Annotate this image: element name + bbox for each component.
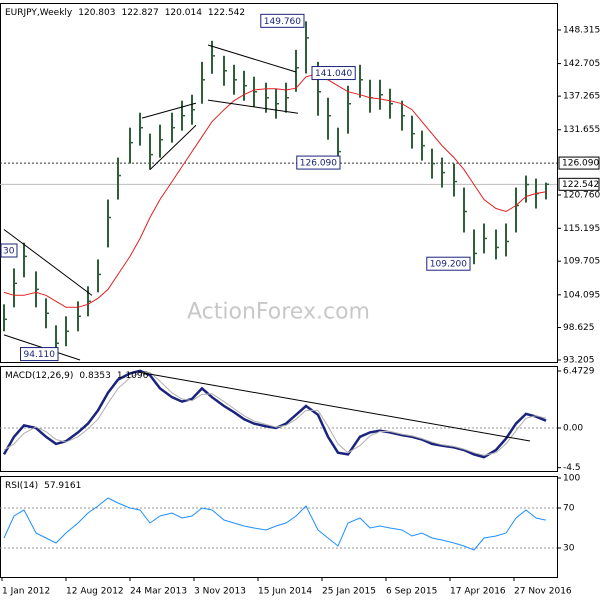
moving-average bbox=[3, 73, 547, 308]
annotation-box bbox=[20, 347, 59, 362]
panel-header: EURJPY,Weekly 120.803 122.827 120.014 122.54… bbox=[5, 8, 245, 18]
header-value: 0.8353 bbox=[79, 371, 111, 381]
y-tick-label: 6.4729 bbox=[563, 366, 595, 376]
y-tick-label: 100 bbox=[563, 474, 580, 484]
y-tick-label: 104.095 bbox=[563, 290, 600, 300]
panel-title: MACD(12,26,9) bbox=[5, 371, 73, 381]
indicator-line bbox=[3, 372, 547, 456]
header-value: 120.803 bbox=[78, 8, 115, 18]
y-tick-label: 93.205 bbox=[563, 355, 595, 365]
header-value: 1.1096 bbox=[117, 371, 149, 381]
plot-area bbox=[0, 369, 557, 459]
y-tick-label: 30 bbox=[563, 544, 575, 554]
level-box bbox=[558, 177, 600, 191]
annotation-label: 94.110 bbox=[24, 350, 56, 360]
annotation-label: 109.200 bbox=[430, 260, 467, 270]
annotation-label: 149.760 bbox=[264, 17, 301, 27]
x-tick-label: 15 Jun 2014 bbox=[258, 587, 312, 597]
panel-title: RSI(14) bbox=[5, 481, 38, 491]
x-tick-label: 12 Aug 2012 bbox=[66, 587, 124, 597]
level-box bbox=[558, 156, 600, 170]
x-tick-label: 27 Nov 2016 bbox=[514, 587, 572, 597]
annotation-box bbox=[296, 155, 341, 170]
panel-frame bbox=[0, 366, 558, 472]
trendline bbox=[3, 229, 93, 296]
annotation-box bbox=[311, 66, 356, 81]
trendline bbox=[149, 124, 197, 170]
y-tick-label: 115.195 bbox=[563, 224, 600, 234]
y-tick-label: 142.705 bbox=[563, 59, 600, 69]
level-label: 126.090 bbox=[562, 159, 599, 169]
panel-frame bbox=[0, 476, 558, 578]
header-value: 120.014 bbox=[165, 8, 202, 18]
panel-title: EURJPY,Weekly bbox=[5, 8, 73, 18]
y-tick-label: -4.5 bbox=[563, 463, 581, 473]
y-tick-label: 109.705 bbox=[563, 257, 600, 267]
trendline bbox=[137, 371, 531, 442]
x-tick-label: 3 Nov 2013 bbox=[194, 587, 246, 597]
edge-box bbox=[0, 243, 18, 258]
panel-header: RSI(14) 57.9161 bbox=[5, 481, 81, 491]
watermark: ActionForex.com bbox=[187, 300, 370, 325]
y-tick-label: 70 bbox=[563, 504, 575, 514]
y-tick-label: 137.265 bbox=[563, 92, 600, 102]
annotation-label: 126.090 bbox=[300, 159, 337, 169]
y-tick-label: 148.315 bbox=[563, 25, 600, 35]
level-label: 122.542 bbox=[562, 180, 599, 190]
y-tick-label: 131.655 bbox=[563, 125, 600, 135]
trendline bbox=[207, 99, 299, 114]
annotation-label: 141.040 bbox=[315, 69, 352, 79]
header-value: 122.827 bbox=[121, 8, 158, 18]
edge-label: 30 bbox=[3, 247, 15, 257]
x-tick-label: 25 Jan 2015 bbox=[322, 587, 376, 597]
annotation-box bbox=[260, 13, 305, 28]
y-tick-label: 0.00 bbox=[563, 424, 583, 434]
y-tick-label: 120.760 bbox=[563, 190, 600, 200]
plot-area bbox=[0, 497, 557, 551]
annotation-box bbox=[426, 256, 471, 271]
trendline bbox=[207, 44, 297, 73]
x-tick-label: 1 Jan 2012 bbox=[2, 587, 50, 597]
indicator-line bbox=[2, 369, 547, 459]
trendline bbox=[141, 102, 197, 119]
header-value: 122.542 bbox=[208, 8, 245, 18]
panel-frame bbox=[0, 3, 558, 363]
panel-header: MACD(12,26,9) 0.8353 1.1096 bbox=[5, 371, 149, 381]
indicator-line bbox=[3, 497, 547, 551]
x-tick-label: 6 Sep 2015 bbox=[386, 587, 437, 597]
x-tick-label: 17 Apr 2016 bbox=[450, 587, 506, 597]
y-tick-label: 98.625 bbox=[563, 323, 595, 333]
x-tick-label: 24 Mar 2013 bbox=[130, 587, 187, 597]
header-value: 57.9161 bbox=[44, 481, 81, 491]
